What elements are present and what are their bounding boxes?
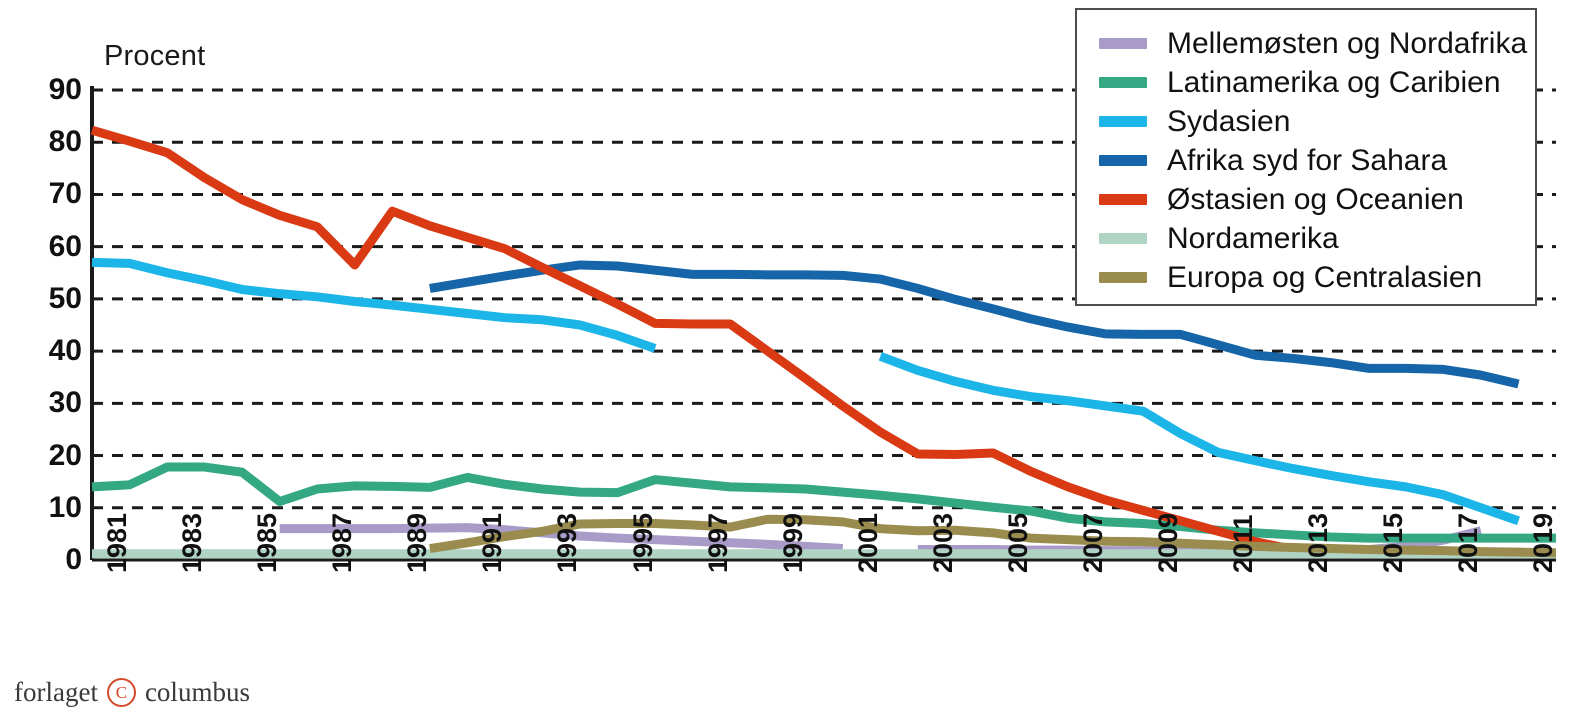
y-tick-label: 90: [48, 73, 82, 106]
x-tick-label: 1997: [702, 512, 733, 573]
x-tick-label: 2011: [1228, 514, 1259, 573]
x-tick-label: 1981: [102, 512, 132, 573]
chart-legend: Mellemøsten og Nordafrika Latinamerika og…: [1075, 8, 1537, 306]
legend-color-swatch: [1099, 272, 1147, 283]
x-tick-label: 2007: [1078, 512, 1108, 573]
legend-item-label: Europa og Centralasien: [1167, 260, 1483, 294]
series-line: [279, 523, 844, 554]
x-tick-label: 2003: [927, 512, 958, 573]
legend-color-swatch: [1099, 38, 1147, 49]
x-tick-label: 2009: [1153, 512, 1184, 573]
x-tick-label: 1989: [402, 512, 433, 573]
series-line: [429, 260, 1520, 389]
x-tick-label: 2001: [852, 512, 883, 573]
series-line: [429, 514, 1557, 558]
series-line: [878, 352, 1520, 526]
legend-color-swatch: [1099, 194, 1147, 205]
x-tick-label: 1985: [252, 512, 283, 573]
x-tick-label: 1993: [552, 512, 583, 573]
legend-item-label: Nordamerika: [1167, 221, 1339, 255]
publisher-prefix: forlaget: [14, 677, 98, 707]
y-tick-label: 0: [65, 543, 82, 576]
legend-item[interactable]: Europa og Centralasien: [1099, 258, 1535, 297]
legend-item[interactable]: Mellemøsten og Nordafrika: [1099, 24, 1535, 63]
legend-color-swatch: [1099, 77, 1147, 88]
x-tick-label: 1995: [627, 512, 658, 573]
publisher-credit: forlaget C columbus: [14, 677, 250, 708]
copyright-icon: C: [106, 678, 136, 707]
x-tick-label: 1999: [777, 512, 808, 573]
publisher-name: columbus: [144, 677, 250, 707]
legend-color-swatch: [1099, 233, 1147, 244]
y-tick-label: 70: [48, 177, 82, 211]
series-line: [90, 125, 1295, 554]
y-tick-label: 40: [48, 334, 82, 368]
x-tick-label: 2019: [1528, 512, 1559, 573]
y-axis-title: Procent: [104, 40, 206, 72]
legend-item-label: Latinamerika og Caribien: [1167, 65, 1501, 99]
legend-item[interactable]: Afrika syd for Sahara: [1099, 141, 1535, 180]
y-tick-label: 30: [48, 386, 82, 420]
legend-item-label: Sydasien: [1167, 104, 1291, 138]
y-tick-label: 60: [48, 229, 82, 263]
x-tick-label: 1987: [327, 512, 358, 573]
legend-item-label: Mellemøsten og Nordafrika: [1167, 26, 1528, 60]
x-tick-label: 2017: [1453, 512, 1484, 573]
series-line: [91, 462, 1556, 543]
y-tick-label: 20: [48, 438, 82, 472]
legend-item-label: Østasien og Oceanien: [1167, 182, 1464, 216]
legend-item-label: Afrika syd for Sahara: [1167, 143, 1448, 177]
x-tick-label: 2013: [1303, 512, 1334, 573]
legend-item[interactable]: Østasien og Oceanien: [1099, 180, 1535, 219]
legend-item[interactable]: Sydasien: [1099, 102, 1535, 141]
legend-color-swatch: [1099, 116, 1147, 127]
y-tick-label: 50: [48, 281, 82, 315]
y-tick-label: 80: [48, 125, 82, 159]
legend-item[interactable]: Latinamerika og Caribien: [1099, 63, 1535, 102]
x-tick-label: 1983: [177, 512, 208, 573]
legend-item[interactable]: Nordamerika: [1099, 219, 1535, 258]
series-lines-group: [90, 125, 1557, 559]
series-line: [91, 257, 657, 353]
x-tick-label: 2005: [1002, 512, 1033, 573]
x-tick-label: 2015: [1378, 512, 1409, 573]
legend-color-swatch: [1099, 155, 1147, 166]
y-tick-label: 10: [48, 490, 82, 524]
legend-items-list: Mellemøsten og Nordafrika Latinamerika og…: [1077, 10, 1535, 297]
x-tick-label: 1991: [477, 512, 508, 573]
